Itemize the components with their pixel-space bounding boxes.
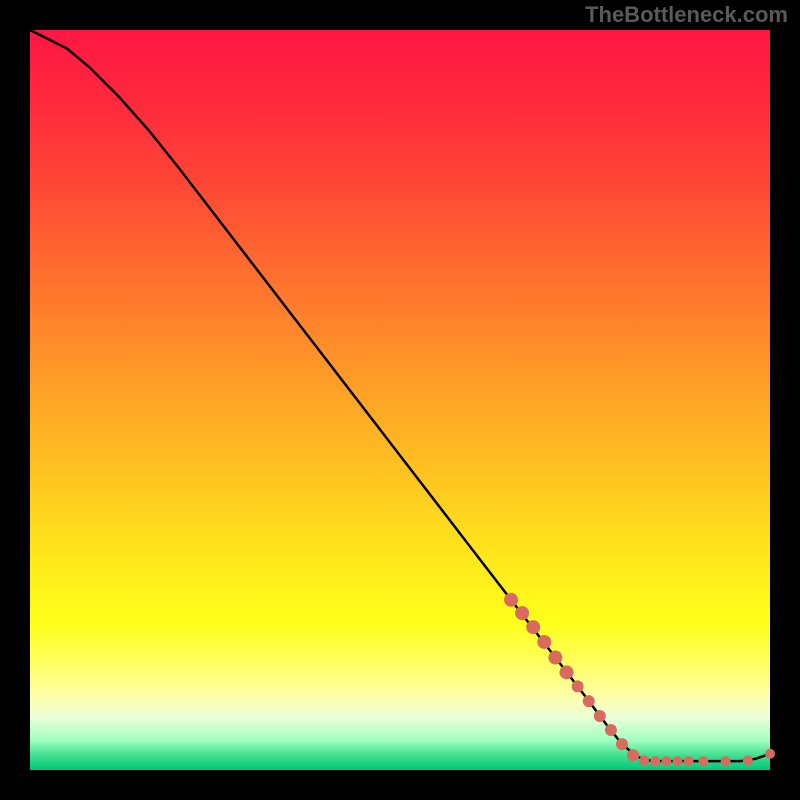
data-markers [504,593,775,766]
data-marker [616,738,628,750]
data-marker [548,651,562,665]
data-marker [526,620,540,634]
data-marker [583,695,595,707]
plot-area [30,30,770,770]
data-marker [684,756,694,766]
data-marker [650,756,660,766]
data-marker [627,749,639,761]
watermark-text: TheBottleneck.com [585,2,788,28]
chart-svg [30,30,770,770]
data-marker [673,756,683,766]
data-marker [560,665,574,679]
data-marker [594,710,606,722]
data-marker [537,635,551,649]
bottleneck-curve [30,30,770,761]
data-marker [605,724,617,736]
data-marker [698,756,708,766]
data-marker [721,756,731,766]
data-marker [765,749,775,759]
data-marker [661,756,671,766]
data-marker [504,593,518,607]
data-marker [639,755,649,765]
data-marker [515,606,529,620]
data-marker [572,680,584,692]
data-marker [743,755,753,765]
